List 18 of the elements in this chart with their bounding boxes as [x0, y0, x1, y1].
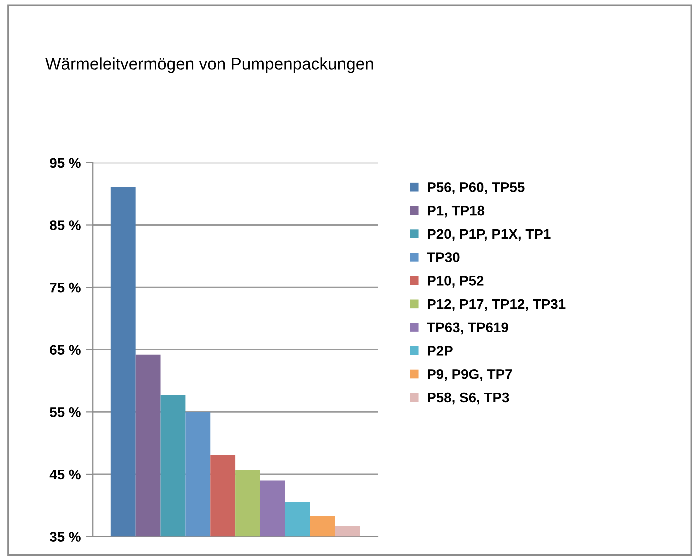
legend-label: P20, P1P, P1X, TP1 — [428, 229, 551, 242]
y-tick-label: 95 % — [50, 158, 81, 168]
legend-label: P1, TP18 — [428, 206, 485, 218]
legend-label: P58, S6, TP3 — [428, 392, 510, 405]
legend-label: P56, P60, TP55 — [428, 182, 525, 194]
y-tick-label: 65 % — [50, 345, 81, 356]
legend-label: P2P — [428, 346, 453, 356]
legend-label: P10, P52 — [428, 276, 484, 288]
legend-label: P12, P17, TP12, TP31 — [428, 299, 566, 312]
y-tick-label: 75 % — [50, 282, 81, 293]
legend-label: TP30 — [427, 252, 460, 262]
y-tick-label: 35 % — [50, 532, 81, 542]
chart-title: Wärmeleitvermögen von Pumpenpackungen — [46, 58, 374, 74]
legend-label: P9, P9G, TP7 — [428, 369, 512, 382]
y-tick-label: 45 % — [50, 470, 81, 480]
legend-label: TP63, TP619 — [427, 322, 508, 335]
y-tick-label: 85 % — [50, 220, 81, 230]
y-tick-label: 55 % — [50, 408, 81, 418]
